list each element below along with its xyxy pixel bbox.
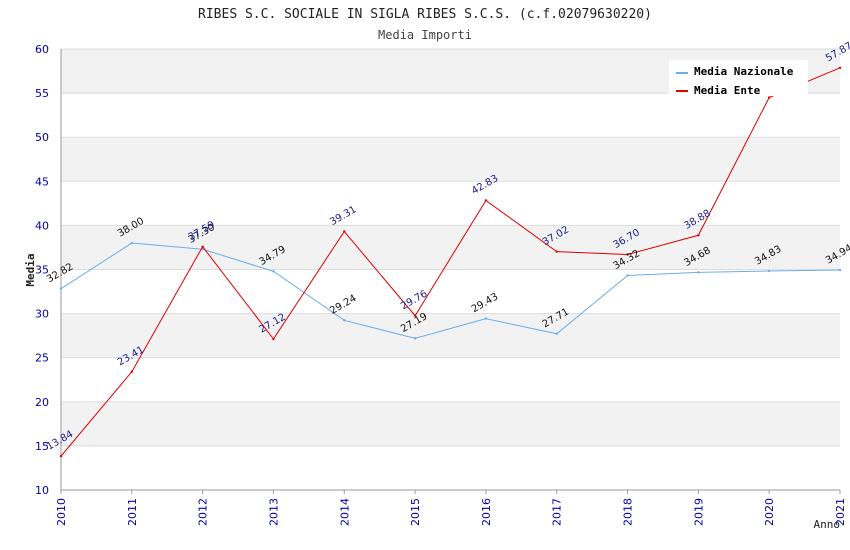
- y-tick-label: 25: [35, 352, 49, 365]
- band-15-20: [61, 401, 840, 446]
- data-point: [555, 250, 558, 253]
- x-tick-label: 2010: [55, 498, 68, 526]
- band-45-50: [61, 137, 840, 182]
- x-tick-label: 2011: [126, 498, 139, 526]
- band-30-35: [61, 269, 840, 314]
- series-line-media-nazionale: [60, 242, 841, 339]
- x-tick-label: 2020: [763, 498, 776, 526]
- band-10-15: [61, 445, 840, 490]
- data-point: [130, 370, 134, 373]
- data-point: [697, 234, 700, 237]
- data-point: [201, 245, 204, 248]
- band-35-40: [61, 225, 840, 270]
- legend-box: [669, 60, 808, 96]
- data-point: [59, 287, 63, 290]
- y-tick-label: 30: [35, 308, 49, 321]
- y-tick-label: 20: [35, 396, 49, 409]
- data-point: [626, 274, 629, 277]
- data-point: [272, 337, 275, 341]
- data-point: [413, 314, 417, 317]
- x-tick-label: 2017: [551, 498, 564, 526]
- data-point: [767, 269, 771, 273]
- band-20-25: [61, 357, 840, 402]
- y-axis-ticks: 10 15 20 25 30 35 40 45 50 55 60: [35, 43, 49, 497]
- background-bands: [61, 49, 840, 490]
- x-axis-label: Anno: [814, 518, 841, 531]
- band-50-55: [61, 93, 840, 138]
- y-tick-label: 55: [35, 87, 49, 100]
- x-tick-label: 2015: [409, 498, 422, 526]
- data-point: [130, 241, 134, 245]
- y-tick-label: 45: [35, 175, 49, 188]
- y-tick-label: 10: [35, 484, 49, 497]
- chart-title: RIBES S.C. SOCIALE IN SIGLA RIBES S.C.S.…: [198, 7, 652, 22]
- y-axis-label: Media: [24, 253, 37, 286]
- x-axis-ticks: 2010 2011 2012 2013 2014 2015 2016 2017 2018 2019…: [55, 490, 847, 526]
- data-point: [626, 253, 629, 256]
- y-tick-label: 40: [35, 219, 49, 232]
- data-point: [272, 270, 275, 273]
- x-tick-label: 2018: [622, 498, 635, 526]
- x-tick-label: 2013: [267, 498, 280, 526]
- data-point: [484, 317, 488, 320]
- data-point: [484, 199, 488, 202]
- y-tick-label: 35: [35, 264, 49, 277]
- data-point: [413, 337, 417, 340]
- x-tick-label: 2019: [692, 498, 705, 526]
- data-point: [343, 319, 346, 322]
- x-tick-label: 2012: [197, 498, 210, 526]
- data-point: [697, 271, 700, 274]
- data-point: [343, 230, 346, 233]
- data-point: [767, 96, 771, 99]
- x-tick-label: 2014: [338, 498, 351, 526]
- legend-label-nazionale: Media Nazionale: [694, 65, 794, 78]
- y-tick-label: 60: [35, 43, 49, 56]
- series-lines: [59, 66, 842, 458]
- y-tick-label: 15: [35, 440, 49, 453]
- data-point: [555, 332, 558, 335]
- chart-subtitle: Media Importi: [378, 28, 472, 42]
- data-point: [838, 268, 842, 272]
- x-tick-label: 2016: [480, 498, 493, 526]
- legend-label-ente: Media Ente: [694, 84, 761, 97]
- data-point: [59, 454, 63, 458]
- band-25-30: [61, 313, 840, 358]
- band-40-45: [61, 181, 840, 226]
- data-point: [838, 66, 842, 69]
- x-tick-label: 2021: [834, 498, 847, 526]
- legend: Media Nazionale Media Ente: [669, 60, 808, 97]
- y-tick-label: 50: [35, 131, 49, 144]
- series-line-media-ente: [60, 67, 841, 457]
